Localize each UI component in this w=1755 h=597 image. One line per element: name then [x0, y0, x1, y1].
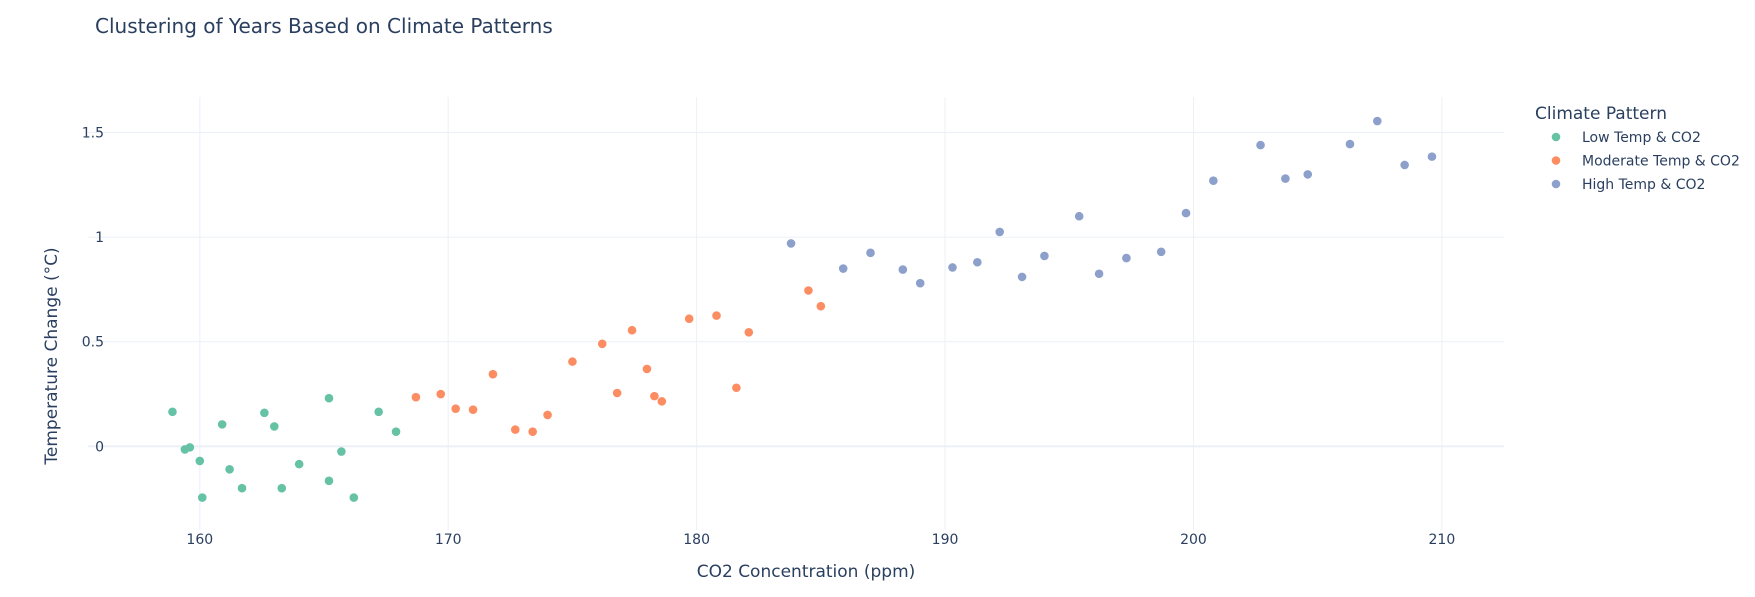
y-tick-label: 0: [95, 439, 104, 455]
x-axis-title: CO2 Concentration (ppm): [697, 562, 916, 582]
x-tick-label: 180: [683, 532, 710, 548]
data-point[interactable]: [568, 357, 577, 366]
data-point[interactable]: [374, 407, 383, 417]
data-point[interactable]: [324, 476, 334, 486]
data-point[interactable]: [1256, 140, 1265, 150]
data-point[interactable]: [898, 265, 908, 274]
legend-marker: [1551, 132, 1561, 142]
data-point[interactable]: [337, 447, 346, 456]
series-1: [168, 393, 401, 502]
data-point[interactable]: [195, 456, 205, 466]
data-point[interactable]: [650, 391, 659, 401]
data-point[interactable]: [543, 410, 552, 420]
legend-label: Low Temp & CO2: [1582, 130, 1701, 146]
data-point[interactable]: [657, 397, 667, 406]
legend-item[interactable]: Moderate Temp & CO2: [1551, 154, 1740, 170]
data-point[interactable]: [1281, 174, 1290, 183]
data-point[interactable]: [597, 339, 607, 349]
data-point[interactable]: [294, 459, 304, 469]
data-point[interactable]: [185, 443, 195, 452]
data-point[interactable]: [411, 392, 421, 402]
data-point[interactable]: [451, 404, 460, 413]
legend: Climate Pattern Low Temp & CO2 Moderate T…: [1535, 104, 1740, 193]
y-axis-title: Temperature Change (°C): [42, 247, 62, 465]
data-point[interactable]: [1181, 208, 1191, 218]
data-point[interactable]: [1427, 152, 1437, 161]
data-point[interactable]: [1017, 272, 1027, 282]
x-tick-label: 160: [186, 532, 213, 548]
data-point[interactable]: [1373, 116, 1382, 126]
data-point[interactable]: [1094, 269, 1104, 279]
data-point[interactable]: [168, 407, 177, 417]
chart-title: Clustering of Years Based on Climate Pat…: [95, 14, 553, 38]
data-point[interactable]: [1303, 170, 1313, 179]
x-tick-label: 170: [435, 532, 462, 548]
data-point[interactable]: [528, 427, 537, 436]
data-point[interactable]: [804, 286, 813, 295]
data-point[interactable]: [1156, 247, 1166, 257]
legend-label: Moderate Temp & CO2: [1582, 154, 1740, 170]
data-point[interactable]: [277, 483, 287, 493]
data-point[interactable]: [712, 311, 721, 320]
data-point[interactable]: [612, 388, 622, 398]
data-point[interactable]: [197, 493, 207, 502]
data-point[interactable]: [349, 493, 359, 502]
data-point[interactable]: [510, 425, 520, 434]
data-point[interactable]: [225, 465, 234, 474]
data-point[interactable]: [866, 248, 875, 258]
series-2: [411, 286, 826, 436]
axis-ticks: 160 170 180 190 200 210 0 0.5 1 1.5: [82, 126, 1456, 548]
data-point[interactable]: [324, 393, 334, 403]
grid-lines: [88, 97, 1504, 530]
data-point[interactable]: [1074, 211, 1084, 221]
data-point[interactable]: [1122, 253, 1131, 263]
legend-title: Climate Pattern: [1535, 104, 1667, 124]
data-point[interactable]: [786, 239, 796, 248]
data-point[interactable]: [1345, 139, 1355, 149]
legend-label: High Temp & CO2: [1582, 177, 1705, 193]
data-point[interactable]: [260, 408, 269, 418]
data-point[interactable]: [488, 369, 498, 379]
data-point[interactable]: [732, 383, 741, 393]
data-point[interactable]: [217, 420, 227, 429]
data-point[interactable]: [391, 427, 401, 436]
data-point[interactable]: [684, 314, 694, 324]
legend-item[interactable]: Low Temp & CO2: [1551, 130, 1701, 146]
series-3: [786, 116, 1437, 288]
x-tick-label: 190: [932, 532, 959, 548]
x-tick-label: 210: [1429, 532, 1456, 548]
data-point[interactable]: [642, 364, 652, 374]
legend-marker: [1551, 156, 1561, 165]
data-point[interactable]: [973, 257, 982, 267]
data-point[interactable]: [915, 278, 925, 288]
data-point[interactable]: [1040, 251, 1049, 261]
data-point[interactable]: [627, 325, 637, 335]
data-point[interactable]: [838, 264, 848, 273]
y-tick-label: 1.5: [82, 126, 104, 142]
data-point[interactable]: [468, 405, 478, 415]
data-point[interactable]: [1400, 160, 1409, 170]
y-tick-label: 0.5: [82, 335, 104, 351]
data-point[interactable]: [995, 227, 1005, 237]
data-point[interactable]: [436, 389, 446, 399]
data-point[interactable]: [744, 328, 754, 337]
data-point[interactable]: [270, 422, 279, 431]
data-points: [168, 116, 1437, 502]
y-tick-label: 1: [95, 230, 104, 246]
data-point[interactable]: [237, 483, 247, 493]
legend-marker: [1551, 179, 1561, 189]
x-tick-label: 200: [1180, 532, 1207, 548]
legend-item[interactable]: High Temp & CO2: [1551, 177, 1706, 193]
data-point[interactable]: [1209, 176, 1218, 185]
data-point[interactable]: [816, 301, 826, 311]
data-point[interactable]: [948, 263, 957, 272]
